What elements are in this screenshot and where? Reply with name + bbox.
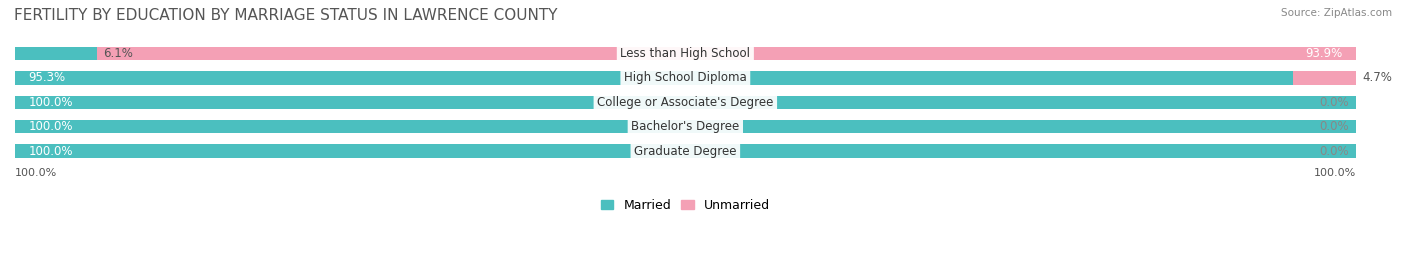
Text: 6.1%: 6.1% — [104, 47, 134, 60]
Text: Bachelor's Degree: Bachelor's Degree — [631, 120, 740, 133]
Text: 0.0%: 0.0% — [1319, 120, 1348, 133]
Text: Graduate Degree: Graduate Degree — [634, 144, 737, 158]
Text: 93.9%: 93.9% — [1305, 47, 1343, 60]
Text: Source: ZipAtlas.com: Source: ZipAtlas.com — [1281, 8, 1392, 18]
Bar — [15, 47, 1355, 60]
Text: 100.0%: 100.0% — [28, 120, 73, 133]
Bar — [1292, 71, 1355, 85]
Bar — [15, 95, 1355, 109]
Bar — [15, 95, 1355, 109]
Text: High School Diploma: High School Diploma — [624, 72, 747, 84]
Text: 100.0%: 100.0% — [1313, 168, 1355, 178]
Text: College or Associate's Degree: College or Associate's Degree — [598, 96, 773, 109]
Text: 100.0%: 100.0% — [15, 168, 58, 178]
Text: Less than High School: Less than High School — [620, 47, 751, 60]
Legend: Married, Unmarried: Married, Unmarried — [600, 199, 769, 212]
Bar — [15, 120, 1355, 133]
Text: 4.7%: 4.7% — [1362, 72, 1392, 84]
Bar — [15, 71, 1355, 85]
Text: FERTILITY BY EDUCATION BY MARRIAGE STATUS IN LAWRENCE COUNTY: FERTILITY BY EDUCATION BY MARRIAGE STATU… — [14, 8, 558, 23]
Text: 95.3%: 95.3% — [28, 72, 66, 84]
Bar — [15, 47, 97, 60]
Text: 0.0%: 0.0% — [1319, 96, 1348, 109]
Bar — [97, 47, 1355, 60]
Text: 0.0%: 0.0% — [1319, 144, 1348, 158]
Text: 100.0%: 100.0% — [28, 96, 73, 109]
Bar — [15, 71, 1292, 85]
Bar — [15, 120, 1355, 133]
Bar — [15, 144, 1355, 158]
Text: 100.0%: 100.0% — [28, 144, 73, 158]
Bar — [15, 144, 1355, 158]
